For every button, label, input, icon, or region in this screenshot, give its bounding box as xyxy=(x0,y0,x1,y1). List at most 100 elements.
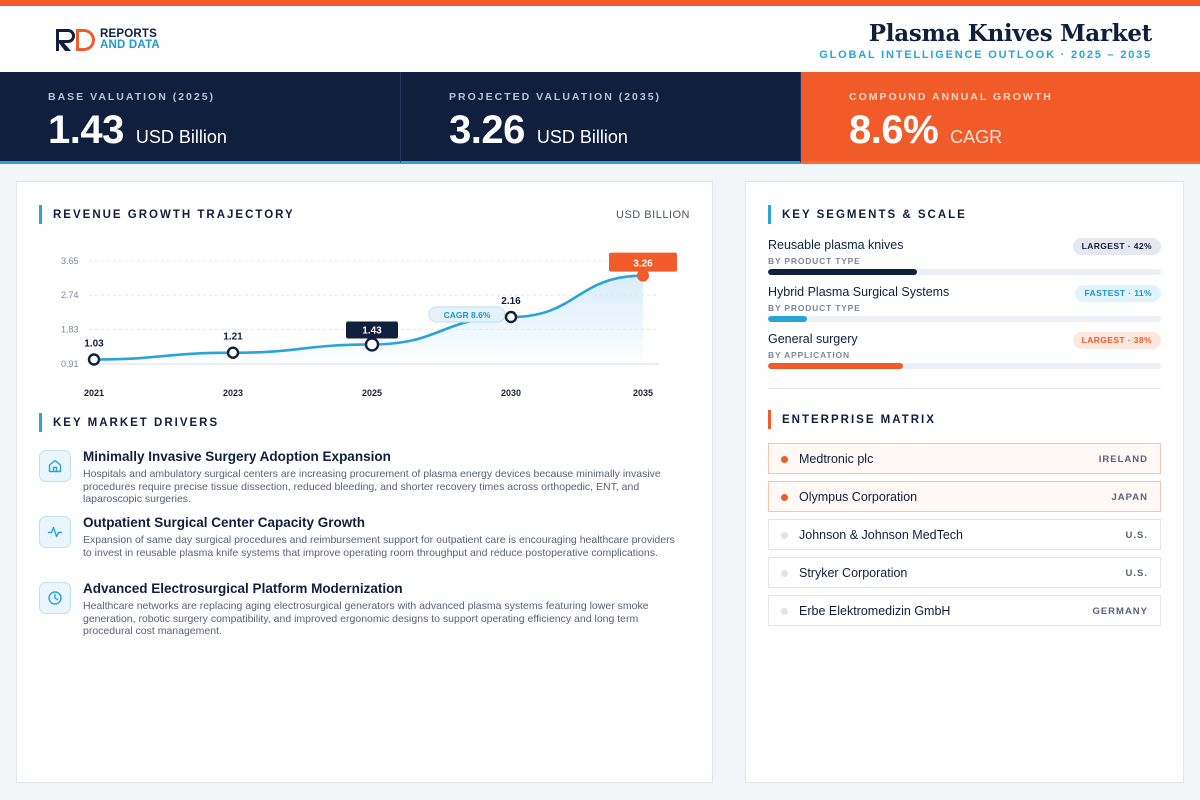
driver-title: Advanced Electrosurgical Platform Modern… xyxy=(83,581,403,596)
stat-unit: USD Billion xyxy=(135,127,227,147)
enterprise-name: Erbe Elektromedizin GmbH xyxy=(799,604,951,618)
enterprise-row[interactable]: Erbe Elektromedizin GmbH GERMANY xyxy=(768,595,1161,626)
enterprise-name: Stryker Corporation xyxy=(799,566,908,580)
matrix-section-header: ENTERPRISE MATRIX xyxy=(768,410,936,429)
header: REPORTS AND DATA Plasma Knives Market GL… xyxy=(0,6,1200,72)
x-tick-label: 2023 xyxy=(223,388,243,398)
driver-item: Minimally Invasive Surgery Adoption Expa… xyxy=(39,449,689,516)
stat-unit: USD Billion xyxy=(536,127,628,147)
segment-progress-track xyxy=(768,269,1161,275)
section-accent-bar xyxy=(39,413,42,432)
driver-description: Hospitals and ambulatory surgical center… xyxy=(83,468,661,506)
stat-value: 3.26 xyxy=(449,108,525,152)
hospital-icon xyxy=(39,450,71,482)
stat-label: BASE VALUATION (2025) xyxy=(48,91,216,103)
driver-description: Healthcare networks are replacing aging … xyxy=(83,600,649,638)
x-tick-label: 2021 xyxy=(84,388,104,398)
segment-progress-fill xyxy=(768,269,918,275)
data-label: 2.16 xyxy=(501,296,521,307)
cagr-annotation-pill xyxy=(428,306,506,323)
data-point xyxy=(87,353,101,366)
drivers-section-header: KEY MARKET DRIVERS xyxy=(39,413,219,432)
drivers-list: Minimally Invasive Surgery Adoption Expa… xyxy=(39,449,689,648)
segment-name: Hybrid Plasma Surgical Systems xyxy=(768,285,950,299)
enterprise-row[interactable]: Johnson & Johnson MedTech U.S. xyxy=(768,519,1161,550)
stat-label: PROJECTED VALUATION (2035) xyxy=(449,91,662,103)
chart-unit-label: USD BILLION xyxy=(616,209,690,221)
enterprise-list: Medtronic plc IRELAND Olympus Corporatio… xyxy=(768,443,1161,633)
area-fill xyxy=(94,275,643,364)
stat-projected-valuation: PROJECTED VALUATION (2035) 3.26 USD Bill… xyxy=(400,72,800,164)
enterprise-country: U.S. xyxy=(1125,568,1148,579)
y-tick-label: 3.65 xyxy=(61,256,79,266)
segments-section-header: KEY SEGMENTS & SCALE xyxy=(768,205,967,224)
segments-section-title: KEY SEGMENTS & SCALE xyxy=(782,208,967,221)
segment-category: BY PRODUCT TYPE xyxy=(768,303,861,313)
section-accent-bar xyxy=(768,205,771,224)
logo-text-line2: AND DATA xyxy=(100,39,160,51)
y-tick-label: 2.74 xyxy=(61,290,79,300)
segment-category: BY APPLICATION xyxy=(768,350,850,360)
data-label: 3.26 xyxy=(633,259,653,270)
data-point xyxy=(226,346,240,359)
segment-progress-fill xyxy=(768,363,904,369)
stat-unit: CAGR xyxy=(950,127,1003,147)
stat-value: 1.43 xyxy=(48,108,124,152)
enterprise-name: Medtronic plc xyxy=(799,452,874,466)
enterprise-row[interactable]: Olympus Corporation JAPAN xyxy=(768,481,1161,512)
data-point xyxy=(504,310,518,324)
stat-cagr: COMPOUND ANNUAL GROWTH 8.6% CAGR xyxy=(800,72,1200,164)
data-point xyxy=(637,269,649,282)
section-accent-bar xyxy=(39,205,42,224)
brand-logo[interactable]: REPORTS AND DATA xyxy=(54,26,160,54)
data-label: 1.03 xyxy=(84,338,104,349)
revenue-section-title: REVENUE GROWTH TRAJECTORY xyxy=(53,208,295,221)
segment-progress-track xyxy=(768,316,1161,322)
enterprise-country: JAPAN xyxy=(1111,492,1148,503)
stat-label: COMPOUND ANNUAL GROWTH xyxy=(849,91,1053,103)
data-label-badge xyxy=(609,252,677,272)
status-dot-icon xyxy=(781,456,788,463)
data-point xyxy=(364,337,380,352)
left-panel: REVENUE GROWTH TRAJECTORY USD BILLION 3.… xyxy=(16,181,713,783)
enterprise-name: Olympus Corporation xyxy=(799,490,918,504)
y-tick-label: 0.91 xyxy=(61,359,79,369)
driver-title: Minimally Invasive Surgery Adoption Expa… xyxy=(83,449,391,464)
segment-badge: LARGEST · 38% xyxy=(1072,332,1161,349)
segment-badge: LARGEST · 42% xyxy=(1072,238,1161,255)
enterprise-row[interactable]: Stryker Corporation U.S. xyxy=(768,557,1161,588)
data-label: 1.21 xyxy=(223,332,243,343)
status-dot-icon xyxy=(781,570,788,577)
enterprise-country: U.S. xyxy=(1125,530,1148,541)
enterprise-row[interactable]: Medtronic plc IRELAND xyxy=(768,443,1161,474)
data-label: 1.43 xyxy=(362,325,382,336)
segment-progress-fill xyxy=(768,316,808,322)
driver-item: Outpatient Surgical Center Capacity Grow… xyxy=(39,515,689,582)
segment-progress-track xyxy=(768,363,1161,369)
segment-name: Reusable plasma knives xyxy=(768,238,904,252)
status-dot-icon xyxy=(781,608,788,615)
activity-icon xyxy=(39,516,71,548)
rd-logo-icon xyxy=(56,29,95,51)
enterprise-name: Johnson & Johnson MedTech xyxy=(799,528,963,542)
y-tick-label: 1.83 xyxy=(61,324,79,334)
revenue-section-header: REVENUE GROWTH TRAJECTORY xyxy=(39,205,295,224)
enterprise-country: GERMANY xyxy=(1092,606,1148,617)
enterprise-country: IRELAND xyxy=(1098,454,1148,465)
driver-item: Advanced Electrosurgical Platform Modern… xyxy=(39,581,689,648)
stat-value: 8.6% xyxy=(849,108,939,152)
page-subtitle: GLOBAL INTELLIGENCE OUTLOOK · 2025 – 203… xyxy=(819,49,1152,61)
x-tick-label: 2035 xyxy=(633,388,653,398)
segment-badge: FASTEST · 11% xyxy=(1075,285,1161,302)
x-tick-label: 2025 xyxy=(362,388,382,398)
cagr-annotation-label: CAGR 8.6% xyxy=(444,310,491,320)
status-dot-icon xyxy=(781,532,788,539)
right-panel: KEY SEGMENTS & SCALE Reusable plasma kni… xyxy=(745,181,1184,783)
revenue-chart: 3.65 2.74 1.83 0.91 CAGR 8.6% 1.03 2021 1.21 202… xyxy=(61,252,677,398)
driver-description: Expansion of same day surgical procedure… xyxy=(83,534,675,559)
top-accent-bar xyxy=(0,0,1200,6)
segment-item: Reusable plasma knives BY PRODUCT TYPE L… xyxy=(768,238,1161,285)
segment-item: Hybrid Plasma Surgical Systems BY PRODUC… xyxy=(768,285,1161,332)
clock-icon xyxy=(39,582,71,614)
x-tick-label: 2030 xyxy=(501,388,521,398)
